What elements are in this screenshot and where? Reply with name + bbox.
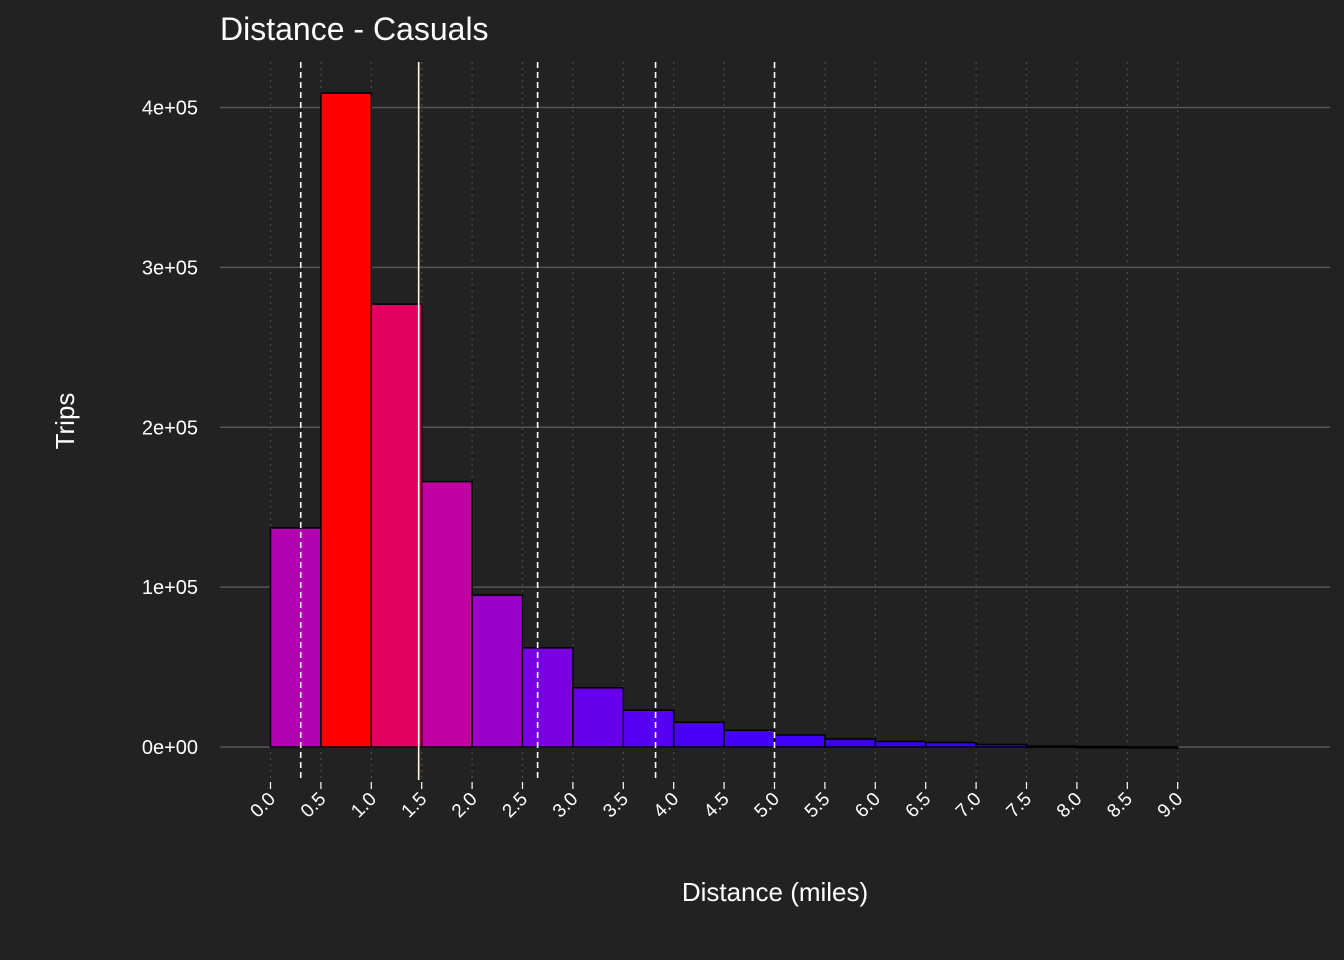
- x-tick-label: 0.0: [247, 789, 281, 823]
- histogram-bar: [824, 738, 877, 748]
- x-tick-label: 7.0: [952, 789, 986, 823]
- histogram-bar: [622, 709, 675, 748]
- histogram-bar: [672, 721, 725, 748]
- x-tick-label: 6.5: [902, 789, 936, 823]
- x-tick-label: 5.0: [751, 789, 785, 823]
- x-tick-label: 3.0: [549, 789, 583, 823]
- histogram-bar: [269, 527, 322, 748]
- x-tick-label: 1.0: [347, 789, 381, 823]
- x-tick-label: 9.0: [1154, 789, 1188, 823]
- x-tick-label: 0.5: [297, 789, 331, 823]
- histogram-bar: [1126, 746, 1179, 749]
- x-tick-label: 6.0: [851, 789, 885, 823]
- histogram-bar: [975, 743, 1028, 748]
- x-tick-label: 4.5: [700, 789, 734, 823]
- y-tick-label: 4e+05: [142, 98, 198, 120]
- histogram-bar: [420, 480, 473, 748]
- x-tick-label: 5.5: [801, 789, 835, 823]
- x-tick-label: 7.5: [1003, 789, 1037, 823]
- histogram-bar: [773, 734, 826, 748]
- y-tick-label: 2e+05: [142, 417, 198, 439]
- x-tick-label: 3.5: [599, 789, 633, 823]
- x-tick-label: 1.5: [398, 789, 432, 823]
- histogram-bar: [723, 729, 776, 748]
- bars: [269, 92, 1179, 749]
- histogram-bar: [1025, 745, 1078, 748]
- histogram-bar: [924, 741, 977, 748]
- histogram-bar: [874, 740, 927, 748]
- chart-title: Distance - Casuals: [220, 11, 489, 47]
- histogram-bar: [572, 687, 625, 748]
- histogram-bar: [471, 594, 524, 748]
- y-tick-label: 3e+05: [142, 257, 198, 279]
- x-tick-label: 4.0: [650, 789, 684, 823]
- x-tick-label: 8.5: [1103, 789, 1137, 823]
- y-tick-label: 0e+00: [142, 737, 198, 759]
- y-axis-title: Trips: [50, 393, 80, 450]
- x-tick-label: 8.0: [1053, 789, 1087, 823]
- histogram-bar: [370, 303, 423, 748]
- x-tick-label: 2.5: [499, 789, 533, 823]
- y-tick-label: 1e+05: [142, 577, 198, 599]
- histogram-bar: [1076, 745, 1129, 749]
- x-tick-label: 2.0: [448, 789, 482, 823]
- y-axis-ticks: 0e+00 1e+05 2e+05 3e+05 4e+05: [142, 98, 198, 760]
- x-axis-title: Distance (miles): [682, 877, 868, 907]
- histogram-bar: [521, 647, 574, 748]
- x-axis-ticks: 0.0 0.5 1.0 1.5 2.0 2.5 3.0 3.5 4.0 4.5 5.0 5.5 6.0 6…: [247, 782, 1188, 823]
- histogram-bar: [320, 92, 373, 748]
- reference-lines: [299, 62, 776, 780]
